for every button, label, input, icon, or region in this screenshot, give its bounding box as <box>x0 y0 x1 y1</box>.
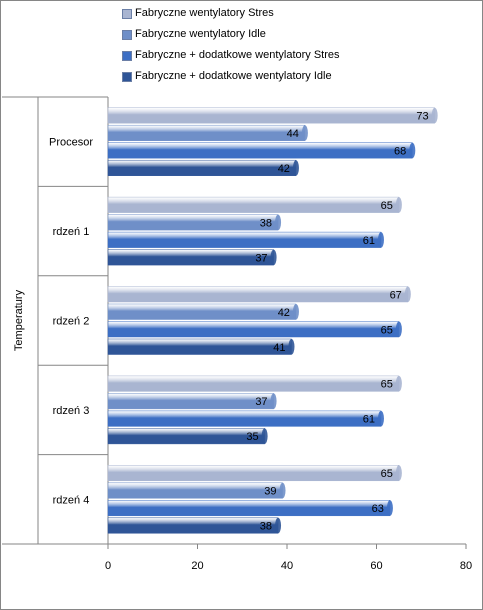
bar-cap <box>288 339 295 355</box>
data-label: 35 <box>246 431 258 443</box>
data-label: 73 <box>416 110 428 122</box>
bar-cap <box>395 465 402 481</box>
bar-cap <box>409 142 416 159</box>
category-label: rdzeń 2 <box>53 316 90 328</box>
bar-cap <box>395 321 402 337</box>
bar-cap <box>261 428 268 444</box>
bar <box>107 393 274 410</box>
bar-cap <box>395 197 402 213</box>
bar-cap <box>275 214 282 231</box>
plot-area: 0 20 40 60 80 Procesor 73 44 68 42 rdzeń 1 65 38 61 37… <box>2 96 472 572</box>
legend-swatch <box>122 9 132 19</box>
bar-cap <box>279 482 286 499</box>
data-label: 42 <box>278 307 290 319</box>
bar <box>107 142 413 159</box>
bar-cap <box>395 375 402 392</box>
y-axis-title: Temperatury <box>13 289 25 351</box>
data-label: 65 <box>381 324 393 336</box>
data-label: 37 <box>255 396 267 408</box>
bar-cap <box>386 500 393 516</box>
bar <box>107 124 306 141</box>
x-tick-label: 40 <box>281 560 293 572</box>
data-label: 42 <box>278 163 290 175</box>
category-label: rdzeń 1 <box>53 226 90 238</box>
data-label: 65 <box>381 468 393 480</box>
bar-cap <box>377 232 384 248</box>
bar <box>107 303 297 320</box>
data-label: 38 <box>260 217 272 229</box>
bar <box>107 286 409 303</box>
data-label: 37 <box>255 252 267 264</box>
bar-cap <box>292 160 299 176</box>
bar <box>107 214 279 231</box>
bar <box>107 321 400 338</box>
x-tick-label: 0 <box>105 560 111 572</box>
data-label: 44 <box>287 128 299 140</box>
data-label: 65 <box>381 379 393 391</box>
bar-cap <box>292 304 299 320</box>
bar <box>107 107 435 124</box>
bar <box>107 196 400 213</box>
bar-cap <box>431 107 438 124</box>
x-tick-label: 80 <box>460 560 472 572</box>
data-label: 61 <box>363 414 375 426</box>
bar <box>107 231 382 248</box>
bar <box>107 500 391 517</box>
legend-label: Fabryczne wentylatory Idle <box>135 28 266 40</box>
data-label: 65 <box>381 200 393 212</box>
bar <box>107 428 265 445</box>
bar <box>107 249 274 266</box>
category-label: rdzeń 4 <box>53 494 90 506</box>
legend-swatch <box>122 51 132 61</box>
x-tick-label: 20 <box>191 560 203 572</box>
bar-cap <box>270 249 277 266</box>
bar <box>107 338 292 355</box>
legend-label: Fabryczne + dodatkowe wentylatory Idle <box>135 70 332 82</box>
bar-cap <box>404 286 411 302</box>
bar <box>107 517 279 534</box>
bar-cap <box>377 410 384 427</box>
legend-label: Fabryczne wentylatory Stres <box>135 7 274 19</box>
data-label: 41 <box>273 342 285 354</box>
data-label: 63 <box>372 503 384 515</box>
bar <box>107 159 297 176</box>
bar-cap <box>275 517 282 534</box>
category-label: Procesor <box>49 137 93 149</box>
bar-cap <box>301 125 308 141</box>
legend-label: Fabryczne + dodatkowe wentylatory Stres <box>135 49 340 61</box>
legend-swatch <box>122 72 132 82</box>
x-tick-label: 60 <box>370 560 382 572</box>
data-label: 68 <box>394 145 406 157</box>
bar <box>107 410 382 427</box>
bar <box>107 482 283 499</box>
data-label: 39 <box>264 486 276 498</box>
bar-cap <box>270 393 277 409</box>
bar <box>107 375 400 392</box>
data-label: 61 <box>363 235 375 247</box>
bar <box>107 465 400 482</box>
category-label: rdzeń 3 <box>53 405 90 417</box>
data-label: 38 <box>260 521 272 533</box>
legend-swatch <box>122 30 132 40</box>
data-label: 67 <box>390 289 402 301</box>
